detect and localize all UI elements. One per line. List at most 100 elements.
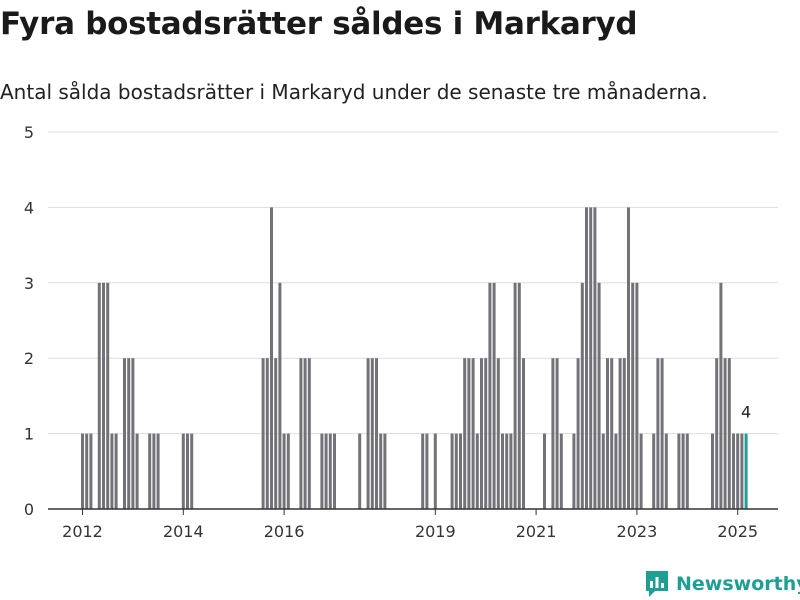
bar [656,358,660,509]
bar [597,282,601,509]
y-tick-label: 1 [24,425,34,444]
x-tick-label: 2012 [62,522,103,541]
x-tick-label: 2021 [516,522,557,541]
bar [127,358,131,509]
bar [450,433,454,509]
bar [711,433,714,509]
bar [85,433,89,509]
bar [685,433,689,509]
bar [370,358,374,509]
bar [589,207,593,509]
bar [631,282,635,509]
bar [614,433,618,509]
bar [593,207,597,509]
y-tick-label: 3 [24,274,34,293]
x-tick-label: 2014 [163,522,204,541]
bar [299,358,303,509]
bar [106,282,110,509]
bar [719,282,723,509]
bar [270,207,273,509]
bar [467,358,471,509]
bar [660,358,664,509]
bar [601,433,605,509]
bar [559,433,563,509]
bar [152,433,156,509]
bar [286,433,290,509]
bar [681,433,685,509]
data-label: 4 [741,403,751,422]
y-tick-label: 2 [24,349,34,368]
bar [114,433,118,509]
bar [652,433,656,509]
bar [320,433,324,509]
chart-subtitle: Antal sålda bostadsrätter i Markaryd und… [0,80,708,104]
bar [740,433,744,509]
bar [677,433,681,509]
bar [664,433,668,509]
bar [274,358,278,509]
bar [97,282,101,509]
bar [307,358,311,509]
bar [513,282,517,509]
bar [610,358,614,509]
bar [517,282,521,509]
bar [492,282,496,509]
bar [333,433,336,509]
bar [123,358,126,509]
bar [576,358,580,509]
bar [606,358,609,509]
bar [736,433,740,509]
bar [480,358,483,509]
bar [261,358,265,509]
bar [471,358,475,509]
bar [425,433,429,509]
bar [627,207,630,509]
bar [265,358,269,509]
bar [505,433,509,509]
bar [110,433,114,509]
bar [156,433,160,509]
y-tick-label: 4 [24,198,34,217]
bar [618,358,622,509]
newsworthy-logo-text: Newsworthy [676,573,800,595]
bar [282,433,286,509]
bar [131,358,135,509]
bar [324,433,328,509]
bar [186,433,189,509]
bar [81,433,84,509]
bar [135,433,139,509]
chart-title: Fyra bostadsrätter såldes i Markaryd [0,6,638,42]
bar [488,282,492,509]
newsworthy-logo-icon [646,571,668,597]
y-tick-label: 5 [24,123,34,142]
bar [543,433,546,509]
bar [572,433,576,509]
bar [580,282,584,509]
bar [375,358,378,509]
bar [190,433,194,509]
x-tick-label: 2016 [264,522,305,541]
y-tick-label: 0 [24,500,34,519]
bar [509,433,513,509]
bar [484,358,488,509]
bar [555,358,559,509]
bar [459,433,462,509]
newsworthy-logo[interactable]: Newsworthy [644,568,800,600]
bar [148,433,152,509]
bar [732,433,735,509]
bar [366,358,370,509]
bar [585,207,588,509]
bar [727,358,731,509]
bar [383,433,387,509]
x-tick-label: 2025 [717,522,758,541]
bar [496,358,500,509]
bar [635,282,639,509]
bar [303,358,307,509]
bar [551,358,555,509]
bar [522,358,525,509]
bar [744,433,748,509]
bar [181,433,185,509]
bar [454,433,458,509]
bar [421,433,425,509]
